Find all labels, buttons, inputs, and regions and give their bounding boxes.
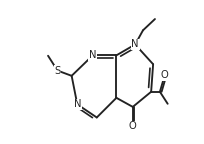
Text: S: S [54,66,61,76]
Text: N: N [131,39,139,49]
Text: O: O [161,70,169,80]
Text: N: N [73,99,81,109]
Text: O: O [129,121,137,131]
Text: N: N [89,50,96,60]
